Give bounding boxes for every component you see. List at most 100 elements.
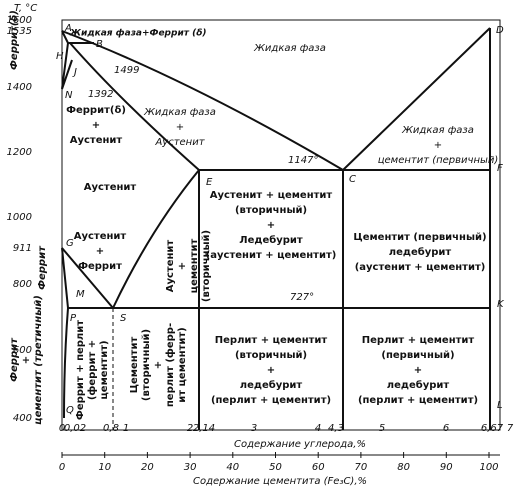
liquidus xyxy=(61,27,491,172)
region-label: цементит (первичный) xyxy=(378,155,499,166)
solidus xyxy=(69,42,490,171)
point-label: J xyxy=(72,67,77,78)
point-label: C xyxy=(349,174,356,185)
y-tick-label: 800 xyxy=(13,279,32,290)
x2-ticks: 0 10 20 30 40 50 60 70 80 90 100 xyxy=(59,452,499,473)
region-label: Жидкая фаза xyxy=(401,125,474,136)
region-label: + xyxy=(153,361,164,369)
point-label: Q xyxy=(66,405,74,416)
point-label: K xyxy=(497,299,505,310)
region-label: (аустенит + цементит) xyxy=(355,262,486,273)
x2-tick-label: 90 xyxy=(440,462,453,473)
region-label: Перлит + цементит xyxy=(362,335,475,346)
region-label: + xyxy=(96,246,104,257)
x-tick-label: 4,3 xyxy=(328,423,344,434)
region-label: + xyxy=(177,262,188,270)
y-tick-label: 911 xyxy=(13,243,32,254)
region-label: Цементит (первичный) xyxy=(353,232,486,243)
region-label: (перлит + цементит) xyxy=(358,395,478,406)
y-tick-label: 1200 xyxy=(7,147,32,158)
region-label: ит цементит) xyxy=(177,327,188,403)
point-label: E xyxy=(206,177,213,188)
region-label: ледебурит xyxy=(240,379,303,391)
region-label: Жидкая фаза+Феррит (δ) xyxy=(69,29,207,39)
point-label: S xyxy=(120,313,127,324)
x2-tick-label: 70 xyxy=(355,462,368,473)
x2-label: Содержание цементита (Fe₃C),% xyxy=(193,476,367,487)
point-label: 1499 xyxy=(114,65,139,76)
region-label: Феррит + перлит xyxy=(75,320,86,420)
x2-tick-label: 10 xyxy=(98,462,111,473)
region-label: (вторичный) xyxy=(235,350,307,361)
region-label: Феррит xyxy=(78,261,122,272)
point-label: D xyxy=(496,25,504,36)
region-label: Цементит xyxy=(129,337,140,394)
region-labels: Жидкая фаза+Феррит (δ)Жидкая фазаФеррит(… xyxy=(9,10,498,425)
x-tick-label: 0 xyxy=(59,423,65,434)
x-tick-label: 3 xyxy=(251,423,257,434)
x-tick-label: 6,67 xyxy=(481,423,504,434)
point-label: M xyxy=(76,289,85,300)
point-label: F xyxy=(497,163,503,174)
x-label: Содержание углерода,% xyxy=(234,439,366,450)
x2-tick-label: 40 xyxy=(226,462,239,473)
region-label: ледебурит xyxy=(387,379,450,391)
region-label: Жидкая фаза xyxy=(253,43,326,54)
point-label: G xyxy=(66,238,74,249)
region-label: Аустенит xyxy=(154,137,205,148)
diagram-lines xyxy=(61,19,501,456)
x2-tick-label: 20 xyxy=(141,462,154,473)
y-tick-label: 1400 xyxy=(7,82,32,93)
y-tick-label: 1535 xyxy=(7,26,32,37)
region-label: (перлит + цементит) xyxy=(211,395,331,406)
region-label: Аустенит xyxy=(74,231,127,242)
point-label: A xyxy=(64,23,72,34)
x-tick-label: 0,02 xyxy=(64,423,86,434)
point-label: L xyxy=(497,400,503,411)
region-label: + xyxy=(176,122,184,133)
region-label: (феррит + xyxy=(86,340,98,400)
region-label: Перлит + цементит xyxy=(215,335,328,346)
x2-tick-label: 30 xyxy=(184,462,197,473)
x2-tick-label: 80 xyxy=(397,462,410,473)
region-label: (аустенит + цементит) xyxy=(206,250,337,261)
y-tick-label: 1600 xyxy=(7,15,32,26)
region-label: перлит (ферр- xyxy=(164,323,176,407)
region-label: (вторичный) xyxy=(141,329,152,401)
x-tick-label: 5 xyxy=(379,423,385,434)
x2-tick-label: 100 xyxy=(479,462,498,473)
region-label: (первичный) xyxy=(381,350,454,361)
region-label: + xyxy=(267,365,275,376)
region-label: Аустенит xyxy=(165,240,176,293)
es-line xyxy=(112,169,200,309)
x-tick-label: 7 xyxy=(507,423,514,434)
region-label: + xyxy=(434,140,442,151)
y-title: T, °C xyxy=(14,3,37,14)
region-label: (вторичный) xyxy=(201,230,212,302)
region-label: Феррит xyxy=(9,337,20,382)
verticals xyxy=(198,28,491,430)
x-tick-label: 2 xyxy=(187,423,193,434)
x-ticks: 00,02 0,8 1 2 2,14 3 4 4,3 5 6 6,67 7 xyxy=(59,423,514,434)
x-tick-label: 0,8 xyxy=(103,423,119,434)
y-tick-label: 400 xyxy=(13,413,32,424)
point-label: N xyxy=(65,90,73,101)
region-label: Ледебурит xyxy=(239,234,303,246)
region-label: (вторичный) xyxy=(235,205,307,216)
frame xyxy=(61,19,501,431)
point-label: 727° xyxy=(290,292,314,303)
region-label: Аустенит xyxy=(70,135,123,146)
region-label: Феррит(δ) xyxy=(9,10,20,70)
region-label: цементит (третичный) xyxy=(33,295,44,425)
region-label: ледебурит xyxy=(389,246,452,258)
x-tick-label: 2,14 xyxy=(193,423,215,434)
y-tick-label: 1000 xyxy=(7,212,32,223)
point-labels: A B D HJ N E C F G M P S K L Q 1499 1392 1147° 727° xyxy=(56,23,505,416)
region-label: + xyxy=(267,220,275,231)
x2-tick-label: 0 xyxy=(59,462,65,473)
point-label: 1392 xyxy=(88,89,113,100)
point-label: B xyxy=(96,39,103,50)
x-tick-label: 4 xyxy=(315,423,321,434)
point-label: 1147° xyxy=(288,155,318,166)
point-label: P xyxy=(70,313,77,324)
